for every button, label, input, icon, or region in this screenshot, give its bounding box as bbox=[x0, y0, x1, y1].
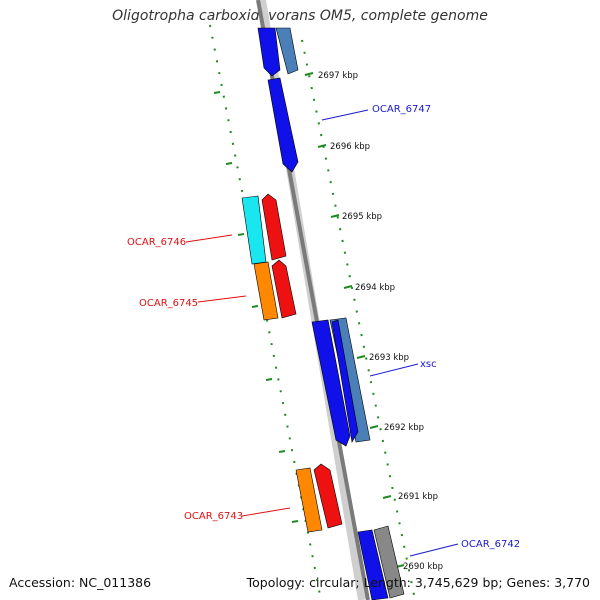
summary-text: Topology: circular; Length: 3,745,629 bp… bbox=[246, 575, 590, 590]
tick-label: 2695 kbp bbox=[342, 212, 382, 222]
label-ocar-6742[interactable]: OCAR_6742 bbox=[461, 539, 520, 550]
connector-ocar-6747 bbox=[321, 109, 369, 121]
gene-ocar-6742[interactable] bbox=[357, 529, 389, 600]
connector-ocar-6745 bbox=[197, 295, 247, 303]
label-ocar-6745[interactable]: OCAR_6745 bbox=[139, 298, 198, 309]
tick-label: 2690 kbp bbox=[403, 562, 443, 572]
connector-ocar-6743 bbox=[241, 507, 291, 517]
kbp-labels: 2697 kbp 2696 kbp 2695 kbp 2694 kbp 2693… bbox=[318, 71, 443, 572]
gene-gray-bottom[interactable] bbox=[373, 525, 405, 599]
tick-label: 2697 kbp bbox=[318, 71, 358, 81]
gene-top-steel[interactable] bbox=[275, 27, 299, 75]
connector-ocar-6746 bbox=[185, 234, 233, 243]
gene-ocar-6746[interactable] bbox=[241, 195, 267, 265]
genome-title: Oligotropha carboxidovorans OM5, complet… bbox=[112, 8, 488, 24]
tick-label: 2692 kbp bbox=[384, 423, 424, 433]
label-ocar-6747[interactable]: OCAR_6747 bbox=[372, 104, 431, 115]
gene-ocar-6745[interactable] bbox=[253, 261, 279, 321]
tick-label: 2694 kbp bbox=[355, 283, 395, 293]
connector-ocar-6742 bbox=[409, 543, 459, 557]
gene-red-upper[interactable] bbox=[261, 193, 287, 261]
gene-top-blue[interactable] bbox=[257, 27, 281, 77]
gene-xsc-blue2[interactable] bbox=[331, 319, 359, 443]
connector-xsc bbox=[369, 363, 419, 377]
gene-ocar-6743[interactable] bbox=[295, 467, 323, 533]
tick-label: 2693 kbp bbox=[369, 353, 409, 363]
tick-label: 2691 kbp bbox=[398, 492, 438, 502]
label-ocar-6743[interactable]: OCAR_6743 bbox=[184, 511, 243, 522]
gene-ocar-6747[interactable] bbox=[267, 77, 299, 173]
inner-track-dots bbox=[209, 24, 321, 596]
tick-label: 2696 kbp bbox=[330, 142, 370, 152]
gene-red-lower[interactable] bbox=[313, 463, 343, 529]
gene-xsc[interactable] bbox=[311, 319, 351, 447]
label-ocar-6746[interactable]: OCAR_6746 bbox=[127, 237, 186, 248]
accession-text: Accession: NC_011386 bbox=[9, 575, 152, 590]
gene-red-middle[interactable] bbox=[271, 259, 297, 319]
label-xsc[interactable]: xsc bbox=[420, 359, 437, 370]
